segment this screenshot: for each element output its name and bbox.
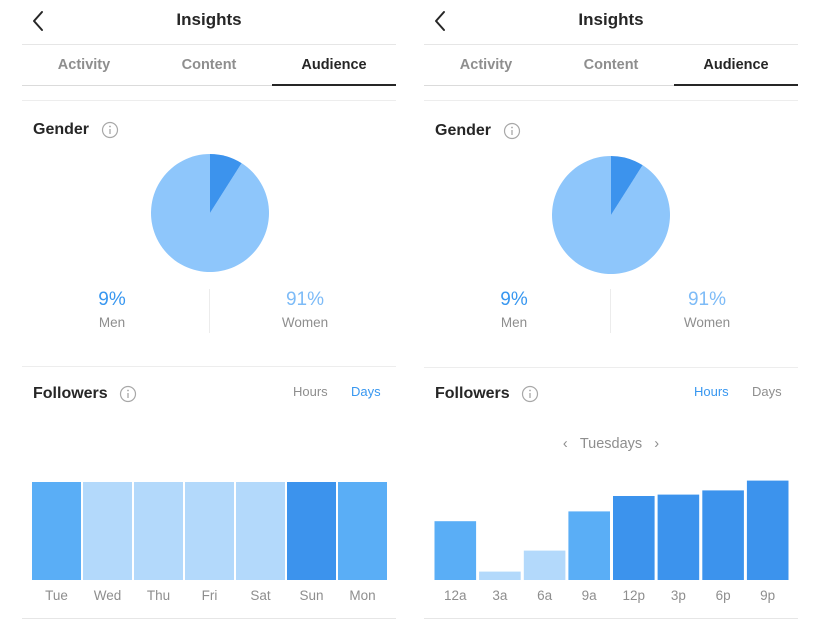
bar-tue	[32, 482, 81, 580]
men-stat: 9% Men	[37, 289, 187, 330]
x-tick-label: 6a	[537, 588, 553, 603]
divider	[424, 618, 798, 619]
x-tick-label: Wed	[94, 588, 122, 603]
gender-title: Gender	[33, 121, 90, 138]
divider	[22, 100, 396, 101]
bar-3p	[657, 494, 700, 580]
bar-9a	[568, 511, 610, 580]
header: Insights	[22, 0, 396, 44]
pie-slice-women	[552, 156, 671, 274]
info-icon[interactable]	[119, 385, 137, 403]
women-label: Women	[683, 315, 731, 330]
followers-bar-chart: Tue Wed Thu Fri Sat Sun Mon	[22, 410, 396, 610]
bar-sun	[287, 482, 336, 580]
divider	[22, 618, 396, 619]
bar-9p	[746, 480, 789, 580]
toggle-days[interactable]: Days	[752, 384, 782, 399]
toggle-days[interactable]: Days	[351, 384, 381, 399]
info-icon[interactable]	[521, 385, 539, 403]
tab-audience[interactable]: Audience	[272, 45, 396, 86]
pie-slice-men	[611, 156, 643, 215]
insights-panel-hours: Insights Activity Content Audience Gende…	[424, 0, 798, 621]
women-label: Women	[281, 315, 329, 330]
toggle-hours[interactable]: Hours	[293, 384, 328, 399]
bar-3a	[479, 571, 521, 580]
pie-slice-men	[210, 154, 242, 213]
stat-divider	[610, 289, 611, 333]
tab-activity[interactable]: Activity	[57, 57, 111, 73]
divider	[424, 100, 798, 101]
gender-pie-chart	[552, 156, 671, 274]
info-icon[interactable]	[503, 122, 521, 140]
divider	[424, 367, 798, 368]
chevron-left-icon[interactable]	[428, 6, 454, 36]
chevron-left-icon[interactable]	[26, 6, 52, 36]
tab-bar: Activity Content Audience	[424, 44, 798, 86]
men-label: Men	[98, 315, 126, 330]
bar-fri	[185, 482, 234, 580]
bar-chart-svg: Tue Wed Thu Fri Sat Sun Mon	[32, 482, 387, 603]
divider	[22, 366, 396, 367]
pie-slice-women	[151, 154, 270, 272]
followers-bar-chart: 12a 3a 6a 9a 12p 3p 6p 9p	[424, 410, 798, 610]
followers-title: Followers	[33, 385, 108, 402]
followers-title: Followers	[435, 385, 510, 402]
tab-content[interactable]: Content	[181, 57, 237, 73]
women-percent: 91%	[285, 289, 325, 310]
bar-12p	[613, 496, 655, 580]
bar-mon	[338, 482, 387, 580]
x-tick-label: 3p	[671, 588, 686, 603]
stat-divider	[209, 289, 210, 333]
x-tick-label: 9a	[582, 588, 598, 603]
women-stat: 91% Women	[632, 289, 782, 330]
day-label: Tuesdays	[579, 436, 643, 452]
bar-sat	[236, 482, 285, 580]
info-icon[interactable]	[101, 121, 119, 139]
men-stat: 9% Men	[439, 289, 589, 330]
day-selector: ‹ Tuesdays ›	[511, 436, 711, 452]
bar-wed	[83, 482, 132, 580]
bar-6p	[702, 490, 744, 580]
women-percent: 91%	[687, 289, 727, 310]
insights-panel-days: Insights Activity Content Audience Gende…	[22, 0, 396, 621]
x-tick-label: Tue	[45, 588, 68, 603]
page-title: Insights	[176, 10, 242, 29]
tab-audience[interactable]: Audience	[674, 45, 798, 86]
bar-6a	[523, 550, 566, 580]
men-percent: 9%	[500, 289, 528, 310]
x-tick-label: 9p	[760, 588, 775, 603]
women-stat: 91% Women	[230, 289, 380, 330]
x-tick-label: Sat	[250, 588, 271, 603]
bar-12a	[434, 521, 477, 580]
bar-thu	[134, 482, 183, 580]
x-tick-label: 6p	[716, 588, 731, 603]
toggle-hours[interactable]: Hours	[694, 384, 729, 399]
x-tick-label: Thu	[147, 588, 170, 603]
x-tick-label: 12p	[623, 588, 646, 603]
gender-pie-chart	[151, 154, 270, 272]
x-tick-label: 3a	[492, 588, 508, 603]
tab-activity[interactable]: Activity	[459, 57, 513, 73]
men-label: Men	[500, 315, 528, 330]
gender-title: Gender	[435, 122, 492, 139]
men-percent: 9%	[98, 289, 126, 310]
chevron-left-icon[interactable]: ‹	[562, 436, 568, 452]
x-tick-label: Sun	[299, 588, 323, 603]
page-title: Insights	[578, 10, 644, 29]
tab-bar: Activity Content Audience	[22, 44, 396, 86]
tab-content[interactable]: Content	[583, 57, 639, 73]
header: Insights	[424, 0, 798, 44]
x-tick-label: Mon	[349, 588, 375, 603]
chevron-right-icon[interactable]: ›	[654, 436, 660, 452]
bar-chart-svg: 12a 3a 6a 9a 12p 3p 6p 9p	[434, 480, 789, 603]
x-tick-label: 12a	[444, 588, 467, 603]
x-tick-label: Fri	[202, 588, 218, 603]
